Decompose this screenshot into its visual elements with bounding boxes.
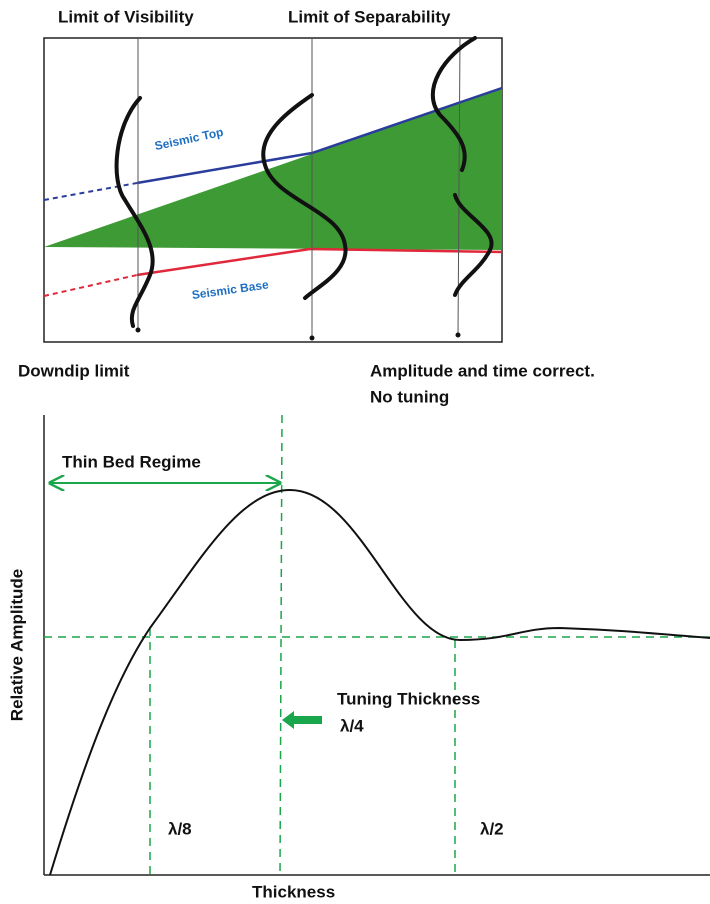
lambda-4: λ/4 bbox=[340, 716, 364, 735]
limit-separability: Limit of Separability bbox=[288, 7, 451, 26]
tuning-thickness: Tuning Thickness bbox=[337, 689, 480, 708]
x-axis-label: Thickness bbox=[252, 882, 335, 901]
amplitude-curve bbox=[49, 488, 710, 876]
correct-line1: Amplitude and time correct. bbox=[370, 361, 595, 380]
lambda-2: λ/2 bbox=[480, 819, 504, 838]
tuning-arrow bbox=[282, 711, 322, 729]
base-dashed bbox=[43, 274, 138, 297]
seismic-base-line bbox=[136, 247, 503, 277]
trace-dots bbox=[135, 327, 461, 341]
y-axis-label: Relative Amplitude bbox=[7, 569, 26, 721]
wavelets bbox=[114, 36, 494, 328]
correct-line2: No tuning bbox=[370, 387, 449, 406]
limit-visibility: Limit of Visibility bbox=[58, 7, 194, 26]
wedge bbox=[44, 88, 502, 250]
lambda-8: λ/8 bbox=[168, 819, 192, 838]
thin-bed-label: Thin Bed Regime bbox=[62, 452, 201, 471]
top-dashed bbox=[43, 182, 138, 201]
downdip-limit: Downdip limit bbox=[18, 361, 130, 380]
